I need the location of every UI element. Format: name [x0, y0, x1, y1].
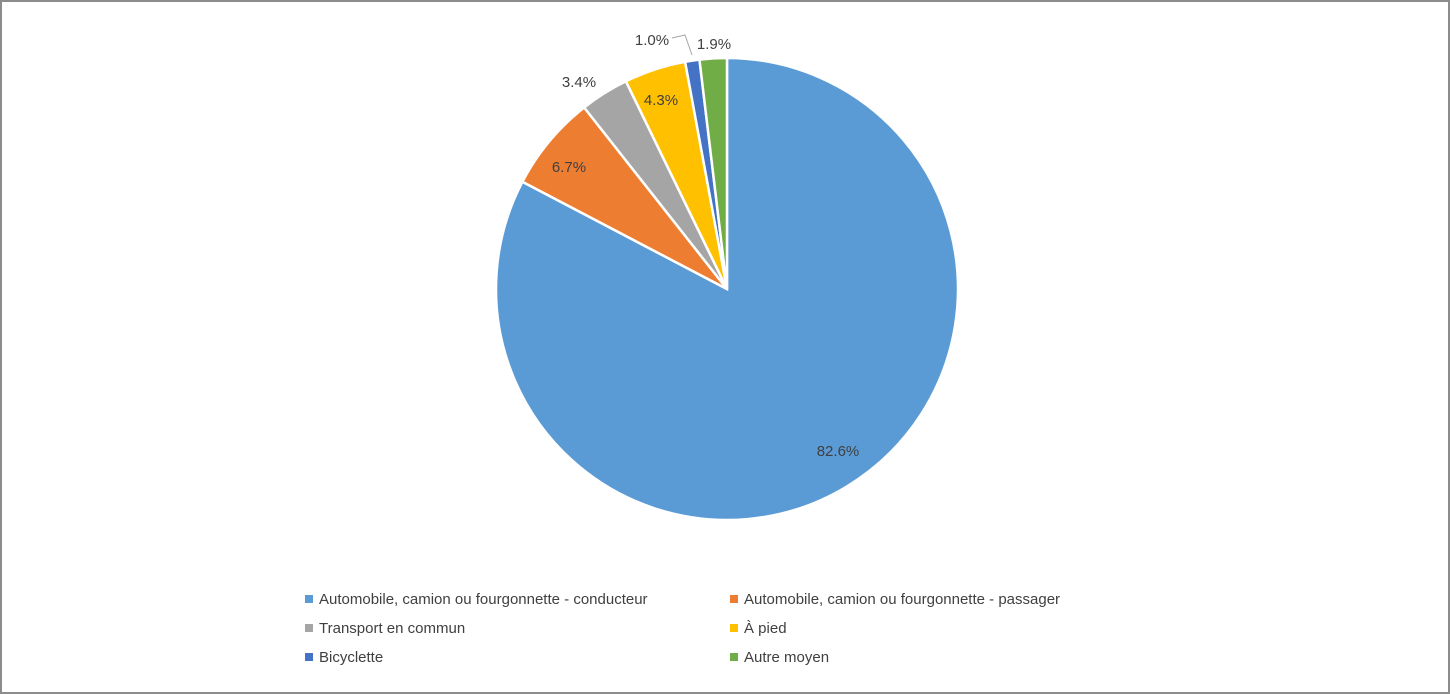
legend-label-3: Transport en commun	[319, 619, 466, 637]
legend-item-6: Autre moyen	[730, 648, 1150, 666]
legend-swatch-6	[730, 653, 738, 661]
data-label-5: 1.0%	[635, 32, 669, 49]
legend-label-4: À pied	[744, 619, 787, 637]
data-label-6: 1.9%	[697, 36, 731, 53]
legend-swatch-3	[305, 624, 313, 632]
legend-swatch-5	[305, 653, 313, 661]
legend-item-5: Bicyclette	[305, 648, 730, 666]
legend-item-1: Automobile, camion ou fourgonnette - con…	[305, 590, 730, 608]
legend-label-5: Bicyclette	[319, 648, 384, 666]
legend-swatch-2	[730, 595, 738, 603]
leader-line-5	[671, 34, 693, 56]
legend-item-4: À pied	[730, 619, 1150, 637]
legend-label-1: Automobile, camion ou fourgonnette - con…	[319, 590, 648, 608]
data-label-3: 3.4%	[562, 74, 596, 91]
legend-item-3: Transport en commun	[305, 619, 730, 637]
data-label-2: 6.7%	[552, 159, 586, 176]
legend-label-2: Automobile, camion ou fourgonnette - pas…	[744, 590, 1061, 608]
data-label-1: 82.6%	[817, 443, 860, 460]
legend-label-6: Autre moyen	[744, 648, 830, 666]
pie-slice-1	[494, 56, 960, 522]
pie-slice-6	[698, 56, 729, 290]
chart-legend: Automobile, camion ou fourgonnette - con…	[305, 590, 1150, 666]
legend-swatch-4	[730, 624, 738, 632]
pie-chart: 82.6% 6.7% 3.4% 4.3% 1.0% 1.9%	[494, 32, 960, 522]
data-label-4: 4.3%	[644, 92, 678, 109]
legend-item-2: Automobile, camion ou fourgonnette - pas…	[730, 590, 1150, 608]
legend-swatch-1	[305, 595, 313, 603]
